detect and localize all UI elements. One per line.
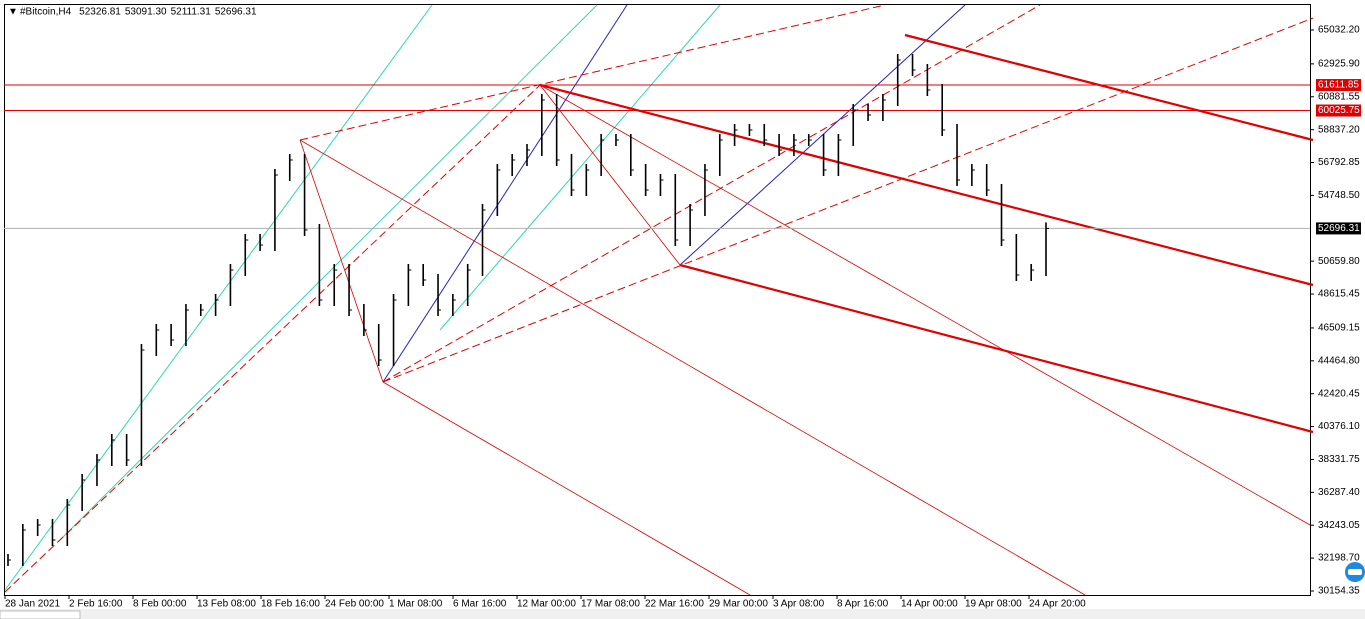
channel-line <box>679 4 966 266</box>
dashed-line <box>382 17 1314 383</box>
x-tick-label: 2 Feb 16:00 <box>69 599 123 610</box>
x-tick-label: 19 Apr 08:00 <box>965 599 1022 610</box>
y-tick-label: 32198.70 <box>1318 553 1360 564</box>
price-label: 52696.31 <box>1318 223 1360 234</box>
dashed-line <box>299 4 886 141</box>
chart-tab[interactable] <box>0 610 81 619</box>
price-label: 60025.75 <box>1318 105 1360 116</box>
fan-line <box>539 84 1311 526</box>
y-tick-label: 65032.20 <box>1318 25 1360 36</box>
scroll-icon <box>1348 569 1362 575</box>
price-label-box <box>1316 79 1361 92</box>
channel-line <box>382 4 628 383</box>
x-tick-label: 3 Apr 08:00 <box>773 599 825 610</box>
y-tick-label: 34243.05 <box>1318 520 1360 531</box>
plot-frame <box>4 4 1311 596</box>
channel-line <box>439 4 721 331</box>
y-tick-label: 36287.40 <box>1318 487 1360 498</box>
y-tick-label: 30154.35 <box>1318 586 1360 597</box>
x-tick-label: 8 Feb 00:00 <box>133 599 187 610</box>
y-tick-label: 60881.55 <box>1318 91 1360 102</box>
trend-line <box>539 83 1314 287</box>
y-tick-label: 38331.75 <box>1318 454 1360 465</box>
x-tick-label: 14 Apr 00:00 <box>901 599 958 610</box>
quote-value: 53091.30 <box>125 7 167 18</box>
symbol-title: #Bitcoin,H4 <box>20 7 72 18</box>
channel-line <box>4 4 433 591</box>
price-label-box <box>1316 104 1361 117</box>
y-tick-label: 44464.80 <box>1318 355 1360 366</box>
x-tick-label: 18 Feb 16:00 <box>261 599 320 610</box>
x-tick-label: 28 Jan 2021 <box>5 599 60 610</box>
quote-value: 52326.81 <box>79 7 121 18</box>
x-tick-label: 1 Mar 08:00 <box>389 599 443 610</box>
y-tick-label: 40376.10 <box>1318 421 1360 432</box>
x-tick-label: 29 Mar 00:00 <box>709 599 768 610</box>
fan-line <box>539 84 681 266</box>
channel-line <box>59 4 598 541</box>
fan-line <box>299 139 1086 596</box>
menu-arrow[interactable]: ▼ <box>8 7 18 18</box>
price-label: 61611.85 <box>1318 80 1359 91</box>
x-tick-label: 24 Apr 20:00 <box>1029 599 1086 610</box>
x-tick-label: 17 Mar 08:00 <box>581 599 640 610</box>
y-tick-label: 42420.45 <box>1318 388 1360 399</box>
tab-bar <box>0 609 1365 619</box>
trend-line <box>904 33 1314 142</box>
x-tick-label: 6 Mar 16:00 <box>453 599 507 610</box>
dashed-line <box>382 4 1041 383</box>
y-tick-label: 46509.15 <box>1318 323 1360 334</box>
y-tick-label: 62925.90 <box>1318 59 1360 70</box>
price-label-box <box>1316 222 1361 235</box>
x-tick-label: 8 Apr 16:00 <box>837 599 889 610</box>
x-tick-label: 12 Mar 00:00 <box>517 599 576 610</box>
y-tick-label: 58837.20 <box>1318 124 1360 135</box>
quote-value: 52696.31 <box>215 7 257 18</box>
quote-value: 52111.31 <box>171 7 212 18</box>
dashed-line <box>4 84 541 593</box>
trend-line <box>679 263 1314 434</box>
x-tick-label: 22 Mar 16:00 <box>645 599 704 610</box>
y-tick-label: 56792.85 <box>1318 157 1360 168</box>
x-tick-label: 13 Feb 08:00 <box>197 599 256 610</box>
trend-lines <box>4 4 1314 596</box>
y-tick-label: 54748.50 <box>1318 190 1360 201</box>
y-tick-label: 48615.45 <box>1318 289 1360 300</box>
x-tick-label: 24 Feb 00:00 <box>325 599 384 610</box>
y-tick-label: 50659.80 <box>1318 256 1360 267</box>
fan-line <box>382 381 751 596</box>
fan-line <box>299 139 384 383</box>
